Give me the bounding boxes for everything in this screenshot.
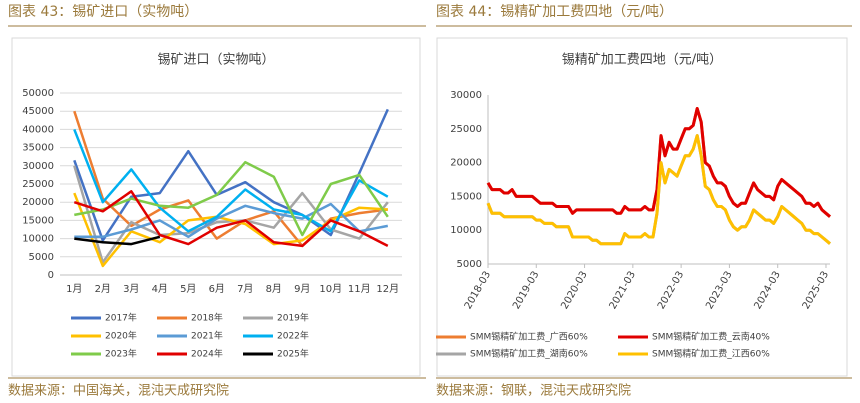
y-tick-label: 20000 — [22, 197, 54, 208]
x-tick-label: 2018-03 — [463, 270, 493, 312]
series-line — [73, 190, 389, 248]
y-tick-label: 40000 — [22, 124, 54, 135]
y-tick-label: 0 — [48, 270, 54, 281]
y-tick-label: 15000 — [22, 215, 54, 226]
legend-label: 2017年 — [105, 312, 137, 324]
y-tick-label: 45000 — [22, 106, 54, 117]
y-tick-label: 5000 — [29, 252, 54, 263]
x-tick-label: 8月 — [266, 283, 282, 295]
x-tick-label: 5月 — [180, 283, 196, 295]
source-note: 数据来源：中国海关，混沌天成研究院 — [8, 384, 229, 399]
legend-label: SMM锡精矿加工费_广西60% — [470, 331, 588, 343]
x-tick-label: 2021-03 — [608, 270, 638, 312]
series-line — [74, 235, 161, 246]
y-tick-label: 20000 — [450, 158, 482, 169]
legend-label: 2025年 — [277, 348, 309, 360]
y-tick-label: 50000 — [22, 88, 54, 99]
series-line — [486, 107, 831, 218]
y-tick-label: 35000 — [22, 143, 54, 154]
legend-label: SMM锡精矿加工费_湖南60% — [470, 348, 588, 360]
series-line — [486, 134, 831, 246]
x-tick-label: 2022-03 — [656, 270, 686, 312]
chart-frame — [436, 37, 848, 377]
x-tick-label: 7月 — [237, 283, 253, 295]
x-tick-label: 2025-03 — [801, 270, 831, 312]
x-tick-label: 2024-03 — [752, 270, 782, 312]
x-tick-label: 11月 — [348, 283, 371, 295]
y-tick-label: 5000 — [457, 259, 482, 270]
x-tick-label: 10月 — [319, 283, 342, 295]
x-tick-label: 12月 — [376, 283, 399, 295]
series-line — [74, 202, 389, 239]
x-tick-label: 9月 — [294, 283, 310, 295]
chart-frame — [11, 37, 421, 377]
x-tick-label: 1月 — [66, 283, 82, 295]
legend-label: 2019年 — [277, 312, 309, 324]
legend-label: 2022年 — [277, 330, 309, 342]
source-note: 数据来源：钢联，混沌天成研究院 — [436, 384, 631, 399]
x-tick-label: 2023-03 — [704, 270, 734, 312]
legend-label: 2023年 — [105, 348, 137, 360]
legend-label: SMM锡精矿加工费_云南40% — [652, 331, 770, 343]
x-tick-label: 2月 — [95, 283, 111, 295]
series-line — [74, 160, 389, 237]
y-tick-label: 30000 — [450, 90, 482, 101]
legend-label: 2018年 — [191, 312, 223, 324]
x-tick-label: 2019-03 — [511, 270, 541, 312]
legend-label: 2020年 — [105, 330, 137, 342]
y-tick-label: 10000 — [450, 225, 482, 236]
series-line — [73, 192, 388, 268]
y-tick-label: 10000 — [22, 234, 54, 245]
figure-label: 图表 43：锡矿进口（实物吨） — [8, 4, 198, 20]
y-tick-label: 15000 — [450, 191, 482, 202]
legend-label: 2021年 — [191, 330, 223, 342]
x-tick-label: 2020-03 — [559, 270, 589, 312]
legend-label: 2024年 — [191, 348, 223, 360]
chart-title: 锡矿进口（实物吨） — [157, 53, 274, 68]
x-tick-label: 4月 — [152, 283, 168, 295]
x-tick-label: 3月 — [123, 283, 139, 295]
x-tick-label: 6月 — [209, 283, 225, 295]
y-tick-label: 30000 — [22, 161, 54, 172]
figure-label: 图表 44：锡精矿加工费四地（元/吨） — [436, 4, 673, 20]
chart-title: 锡精矿加工费四地（元/吨） — [562, 53, 722, 68]
y-tick-label: 25000 — [450, 124, 482, 135]
legend-label: SMM锡精矿加工费_江西60% — [652, 348, 770, 360]
y-tick-label: 25000 — [22, 179, 54, 190]
